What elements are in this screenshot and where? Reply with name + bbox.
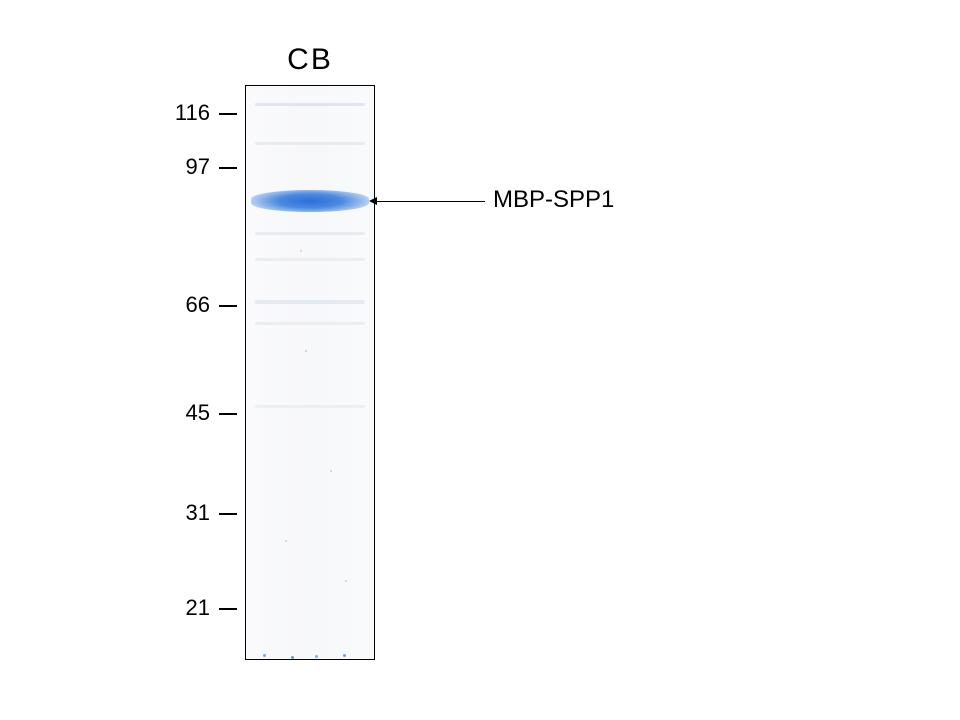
mw-label-116: 116 <box>150 100 210 126</box>
dye-front-speck <box>291 656 294 659</box>
gel-speck <box>300 250 302 252</box>
mw-tick-116 <box>219 113 237 115</box>
gel-lane <box>245 85 375 660</box>
dye-front-speck <box>263 654 266 657</box>
faint-band <box>255 103 365 106</box>
mw-label-66: 66 <box>150 292 210 318</box>
faint-band <box>255 300 365 304</box>
faint-band <box>255 322 365 325</box>
mw-label-21: 21 <box>150 595 210 621</box>
faint-band <box>255 142 365 145</box>
annotation-arrow-line <box>377 201 485 202</box>
mw-tick-97 <box>219 167 237 169</box>
mw-tick-21 <box>219 608 237 610</box>
gel-speck <box>305 350 307 352</box>
dye-front-speck <box>343 654 346 657</box>
lane-title: CB <box>245 43 375 77</box>
faint-band <box>255 405 365 408</box>
mw-label-97: 97 <box>150 154 210 180</box>
gel-figure-canvas: { "figure": { "canvas": { "width": 960, … <box>0 0 960 720</box>
protein-band-mbp-spp1 <box>251 190 369 212</box>
mw-tick-45 <box>219 413 237 415</box>
annotation-arrow-head <box>369 197 377 205</box>
mw-tick-31 <box>219 513 237 515</box>
gel-speck <box>285 540 287 542</box>
annotation-label: MBP-SPP1 <box>493 186 614 214</box>
gel-speck <box>330 470 332 472</box>
mw-label-31: 31 <box>150 500 210 526</box>
mw-tick-66 <box>219 305 237 307</box>
dye-front-speck <box>315 655 318 658</box>
faint-band <box>255 232 365 235</box>
faint-band <box>255 258 365 261</box>
gel-speck <box>345 580 347 582</box>
mw-label-45: 45 <box>150 400 210 426</box>
